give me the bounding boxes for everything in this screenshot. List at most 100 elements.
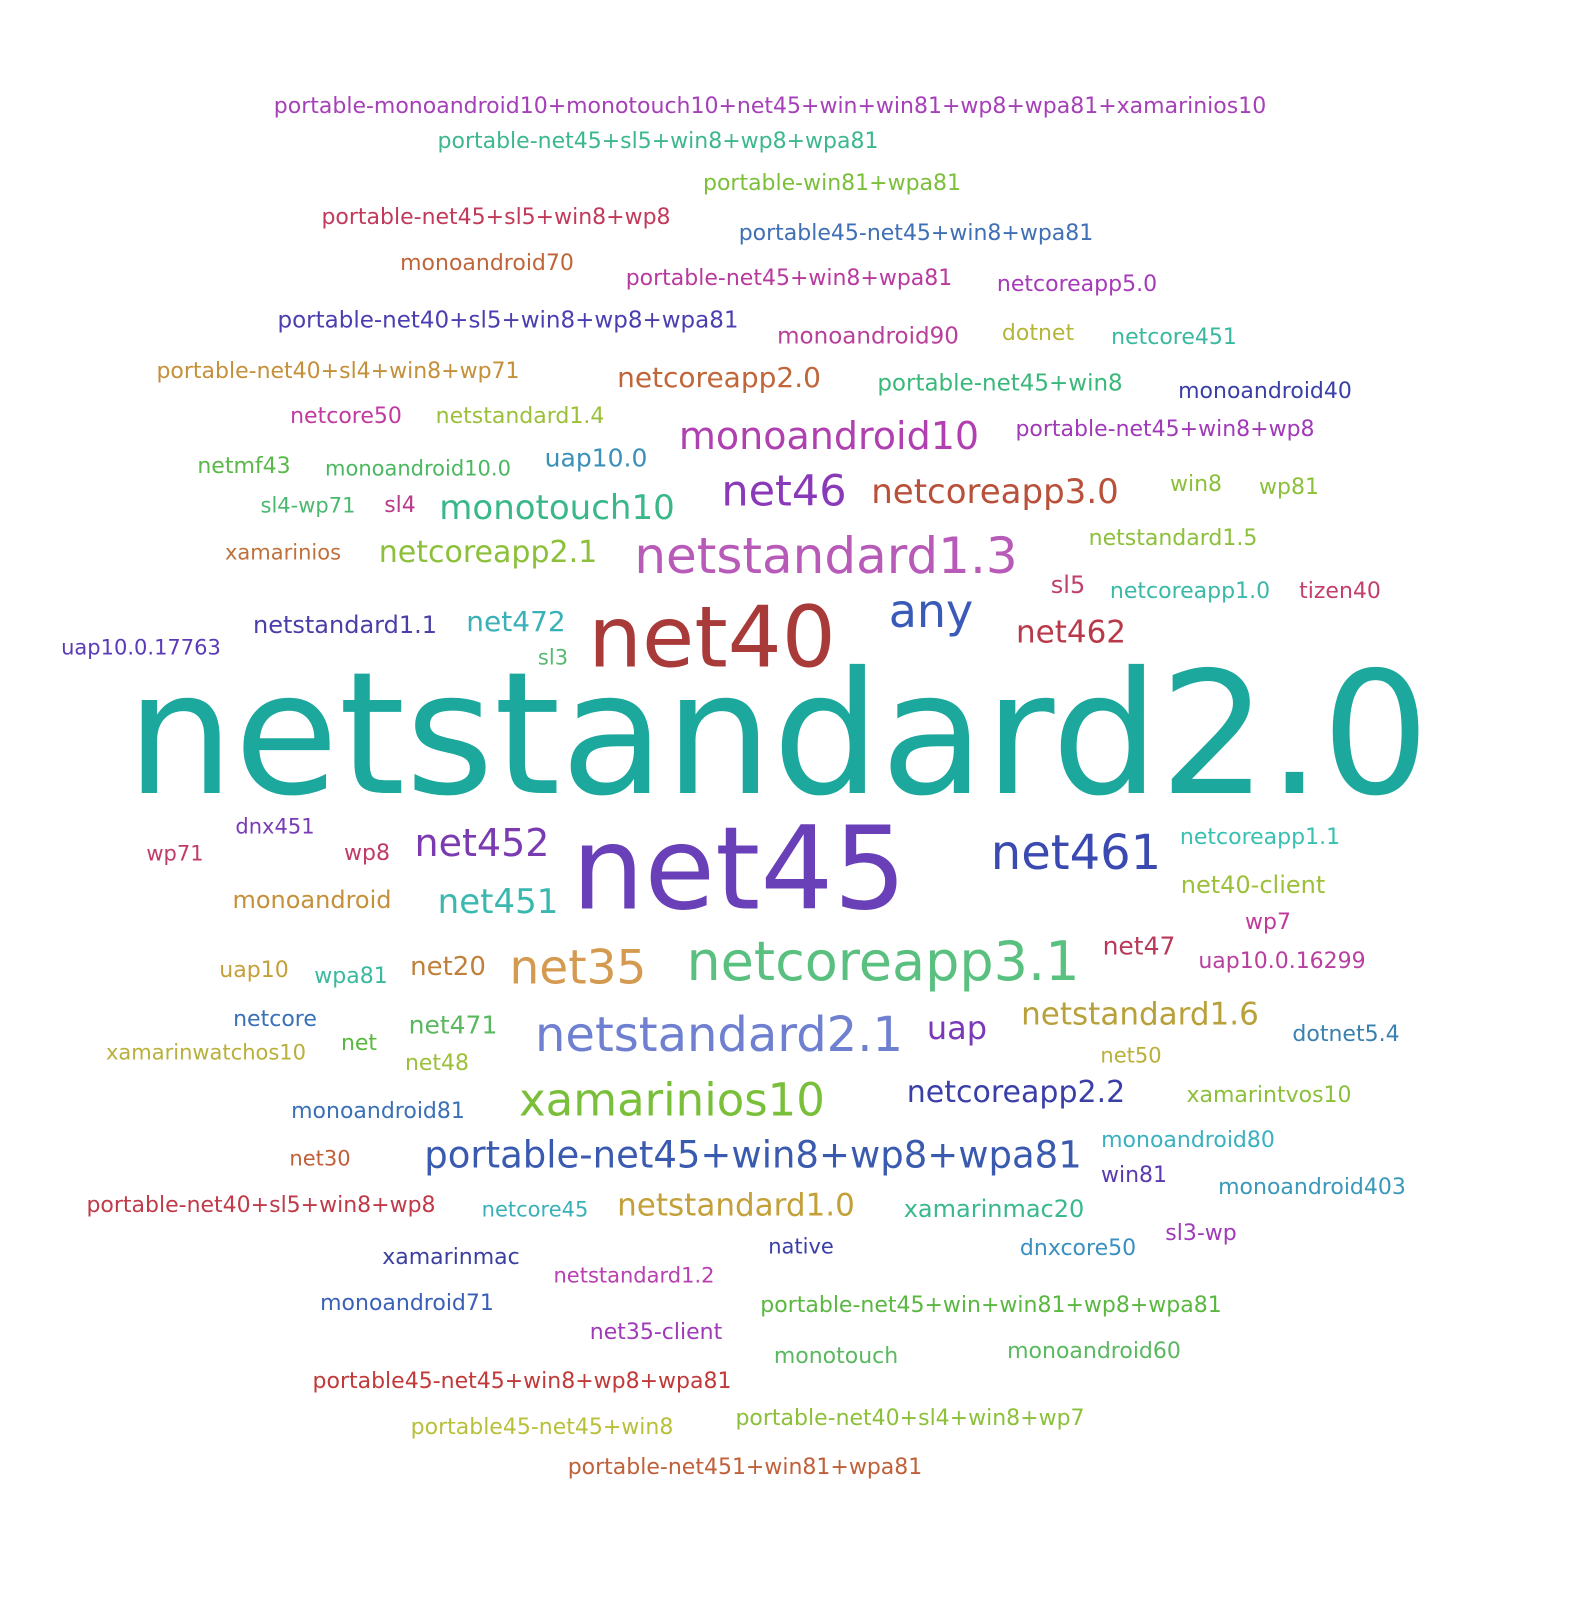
word-dotnet: dotnet xyxy=(1001,321,1075,346)
word-portable45-net45-win8-wp8-wpa81: portable45-net45+win8+wp8+wpa81 xyxy=(312,1369,732,1394)
word-wp8: wp8 xyxy=(344,841,390,866)
word-monoandroid10: monoandroid10 xyxy=(678,414,980,458)
word-win8: win8 xyxy=(1169,472,1223,497)
word-sl4: sl4 xyxy=(384,493,416,518)
word-native: native xyxy=(768,1234,834,1259)
word-win81: win81 xyxy=(1100,1163,1168,1188)
word-net471: net471 xyxy=(408,1010,498,1040)
word-uap10-0: uap10.0 xyxy=(544,443,648,473)
word-monoandroid71: monoandroid71 xyxy=(320,1291,494,1316)
word-netstandard1-1: netstandard1.1 xyxy=(252,611,438,639)
word-net472: net472 xyxy=(466,605,566,638)
word-monoandroid60: monoandroid60 xyxy=(1007,1339,1181,1364)
word-net462: net462 xyxy=(1015,614,1127,651)
word-xamarintvos10: xamarintvos10 xyxy=(1186,1083,1352,1108)
word-xamarinios: xamarinios xyxy=(224,540,342,565)
word-uap10-0-17763: uap10.0.17763 xyxy=(61,635,221,660)
word-net452: net452 xyxy=(414,821,550,865)
word-dnxcore50: dnxcore50 xyxy=(1019,1236,1137,1261)
word-net50: net50 xyxy=(1100,1043,1162,1068)
word-monotouch: monotouch xyxy=(773,1344,899,1369)
word-dnx451: dnx451 xyxy=(235,814,315,839)
word-netstandard1-0: netstandard1.0 xyxy=(617,1187,855,1224)
word-netstandard1-5: netstandard1.5 xyxy=(1088,526,1258,551)
word-portable-net40-sl4-win8-wp7: portable-net40+sl4+win8+wp7 xyxy=(735,1406,1085,1431)
word-any: any xyxy=(888,584,974,638)
word-portable-net451-win81-wpa81: portable-net451+win81+wpa81 xyxy=(567,1455,923,1480)
word-net35: net35 xyxy=(509,940,647,996)
word-portable-net45-win8-wp8: portable-net45+win8+wp8 xyxy=(1015,417,1315,442)
word-monoandroid40: monoandroid40 xyxy=(1178,379,1352,404)
word-monoandroid10-0: monoandroid10.0 xyxy=(325,456,511,481)
word-netstandard2-1: netstandard2.1 xyxy=(534,1007,904,1063)
word-monoandroid90: monoandroid90 xyxy=(777,323,959,350)
word-net: net xyxy=(340,1031,378,1056)
word-xamarinmac: xamarinmac xyxy=(382,1245,520,1270)
word-net46: net46 xyxy=(721,466,847,517)
word-net40: net40 xyxy=(588,588,836,688)
word-sl3: sl3 xyxy=(537,645,569,670)
word-portable-net45-win8: portable-net45+win8 xyxy=(877,370,1123,397)
word-netcore451: netcore451 xyxy=(1111,325,1237,350)
word-wp81: wp81 xyxy=(1259,475,1319,500)
word-monoandroid81: monoandroid81 xyxy=(291,1099,465,1124)
word-portable-net45-sl5-win8-wp8-wpa81: portable-net45+sl5+win8+wp8+wpa81 xyxy=(437,129,879,154)
word-netcoreapp3-1: netcoreapp3.1 xyxy=(686,930,1080,993)
word-net35-client: net35-client xyxy=(589,1320,723,1345)
word-portable45-net45-win8-wpa81: portable45-net45+win8+wpa81 xyxy=(738,221,1094,246)
word-portable-net45-win8-wp8-wpa81: portable-net45+win8+wp8+wpa81 xyxy=(424,1133,1082,1177)
word-monoandroid403: monoandroid403 xyxy=(1218,1175,1406,1200)
word-sl3-wp: sl3-wp xyxy=(1165,1221,1237,1246)
word-wp7: wp7 xyxy=(1245,910,1291,935)
word-monotouch10: monotouch10 xyxy=(439,488,675,528)
word-portable-win81-wpa81: portable-win81+wpa81 xyxy=(702,171,962,196)
word-netcoreapp3-0: netcoreapp3.0 xyxy=(871,472,1119,512)
word-net47: net47 xyxy=(1102,931,1176,961)
word-monoandroid: monoandroid xyxy=(232,886,392,914)
word-netcoreapp2-1: netcoreapp2.1 xyxy=(378,535,598,570)
word-tizen40: tizen40 xyxy=(1299,579,1381,604)
word-net40-client: net40-client xyxy=(1180,871,1326,899)
word-net45: net45 xyxy=(571,802,907,937)
word-xamarinios10: xamarinios10 xyxy=(519,1073,825,1127)
word-netcore45: netcore45 xyxy=(481,1197,589,1222)
word-portable-net45-win-win81-wp8-wpa81: portable-net45+win+win81+wp8+wpa81 xyxy=(760,1293,1222,1318)
word-net48: net48 xyxy=(404,1051,470,1076)
word-net451: net451 xyxy=(437,882,559,922)
word-portable-monoandroid10-monotouch10-net45-win-win81-wp8-wpa81-xamarinios10: portable-monoandroid10+monotouch10+net45… xyxy=(273,94,1267,119)
word-netcoreapp2-0: netcoreapp2.0 xyxy=(617,361,821,394)
word-net30: net30 xyxy=(289,1146,351,1171)
word-portable-net40-sl5-win8-wp8-wpa81: portable-net40+sl5+win8+wp8+wpa81 xyxy=(277,307,739,334)
word-netstandard1-3: netstandard1.3 xyxy=(634,527,1018,585)
word-uap: uap xyxy=(926,1009,988,1047)
word-net461: net461 xyxy=(990,825,1162,881)
word-netstandard2-0: netstandard2.0 xyxy=(126,636,1430,834)
word-monoandroid80: monoandroid80 xyxy=(1101,1128,1275,1153)
word-netcore50: netcore50 xyxy=(290,404,402,429)
word-wp71: wp71 xyxy=(146,841,204,866)
word-netcoreapp1-0: netcoreapp1.0 xyxy=(1109,579,1271,604)
word-netstandard1-6: netstandard1.6 xyxy=(1021,996,1259,1033)
word-xamarinwatchos10: xamarinwatchos10 xyxy=(105,1040,307,1065)
word-portable-net40-sl5-win8-wp8: portable-net40+sl5+win8+wp8 xyxy=(86,1193,436,1218)
word-portable45-net45-win8: portable45-net45+win8 xyxy=(410,1415,674,1440)
word-net20: net20 xyxy=(410,952,486,982)
word-portable-net45-win8-wpa81: portable-net45+win8+wpa81 xyxy=(625,266,953,291)
word-dotnet5-4: dotnet5.4 xyxy=(1292,1022,1400,1047)
word-sl4-wp71: sl4-wp71 xyxy=(260,493,356,518)
word-sl5: sl5 xyxy=(1050,571,1086,599)
word-portable-net45-sl5-win8-wp8: portable-net45+sl5+win8+wp8 xyxy=(321,205,671,230)
word-xamarinmac20: xamarinmac20 xyxy=(903,1195,1085,1223)
word-netcoreapp2-2: netcoreapp2.2 xyxy=(906,1075,1126,1110)
word-netcoreapp1-1: netcoreapp1.1 xyxy=(1179,825,1341,850)
word-netcoreapp5-0: netcoreapp5.0 xyxy=(996,272,1158,297)
word-uap10: uap10 xyxy=(219,958,289,983)
word-netstandard1-4: netstandard1.4 xyxy=(435,404,605,429)
word-monoandroid70: monoandroid70 xyxy=(400,251,574,276)
word-netstandard1-2: netstandard1.2 xyxy=(553,1263,715,1288)
word-uap10-0-16299: uap10.0.16299 xyxy=(1198,949,1366,974)
word-netcore: netcore xyxy=(233,1007,317,1032)
word-portable-net40-sl4-win8-wp71: portable-net40+sl4+win8+wp71 xyxy=(156,359,520,384)
word-netmf43: netmf43 xyxy=(197,454,291,479)
